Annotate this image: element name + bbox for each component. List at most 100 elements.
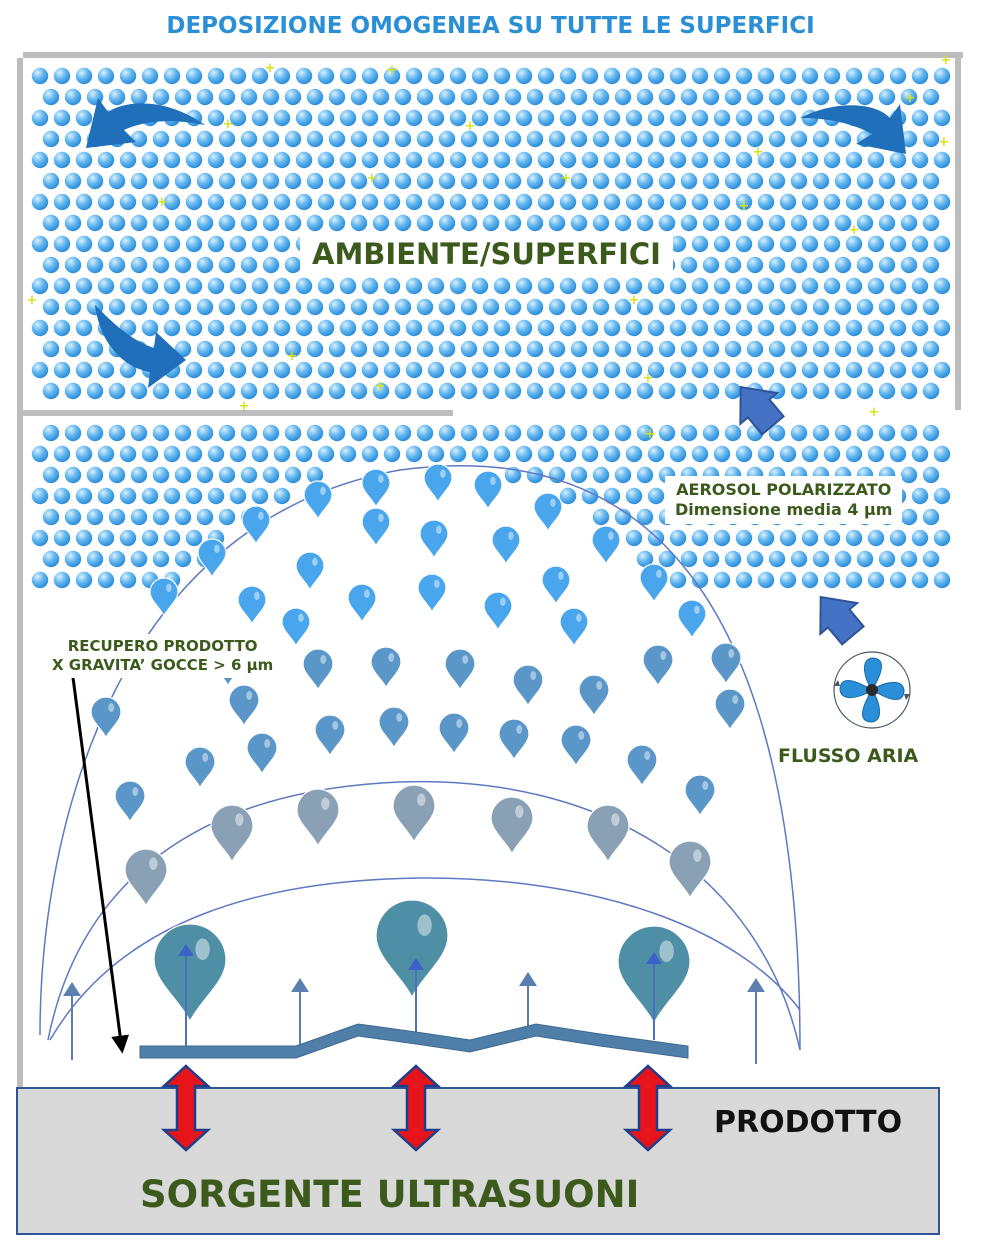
aerosol-particle <box>867 151 885 169</box>
aerosol-particle <box>64 382 82 400</box>
aerosol-particle <box>174 424 192 442</box>
aerosol-particle <box>196 382 214 400</box>
aerosol-particle <box>416 382 434 400</box>
aerosol-particle <box>570 424 588 442</box>
aerosol-particle <box>878 382 896 400</box>
aerosol-particle <box>856 382 874 400</box>
aerosol-particle <box>141 193 159 211</box>
aerosol-particle <box>735 193 753 211</box>
aerosol-particle <box>713 151 731 169</box>
aerosol-particle <box>218 508 236 526</box>
aerosol-particle <box>933 361 951 379</box>
aerosol-particle <box>889 193 907 211</box>
aerosol-particle <box>680 88 698 106</box>
aerosol-particle <box>108 466 126 484</box>
aerosol-particle <box>75 445 93 463</box>
aerosol-particle <box>416 424 434 442</box>
aerosol-particle <box>295 67 313 85</box>
aerosol-particle <box>878 424 896 442</box>
aerosol-particle <box>735 445 753 463</box>
aerosol-particle <box>295 361 313 379</box>
aerosol-particle <box>900 172 918 190</box>
aerosol-particle <box>42 508 60 526</box>
aerosol-particle <box>933 151 951 169</box>
aerosol-particle <box>669 571 687 589</box>
aerosol-particle <box>735 319 753 337</box>
aerosol-particle <box>185 151 203 169</box>
aerosol-particle <box>405 193 423 211</box>
aerosol-particle <box>64 424 82 442</box>
aerosol-particle <box>119 445 137 463</box>
aerosol-particle <box>471 361 489 379</box>
aerosol-particle <box>493 319 511 337</box>
aerosol-particle <box>911 529 929 547</box>
aerosol-particle <box>108 508 126 526</box>
aerosol-particle <box>251 361 269 379</box>
aerosol-particle <box>273 109 291 127</box>
aerosol-particle <box>86 256 104 274</box>
aerosol-particle <box>251 235 269 253</box>
aerosol-particle <box>559 445 577 463</box>
aerosol-particle <box>317 67 335 85</box>
aerosol-particle <box>867 235 885 253</box>
aerosol-particle <box>757 109 775 127</box>
aerosol-particle <box>97 277 115 295</box>
plus-sign: + <box>869 405 880 420</box>
aerosol-particle <box>724 88 742 106</box>
aerosol-particle <box>130 172 148 190</box>
aerosol-particle <box>889 529 907 547</box>
aerosol-particle <box>394 88 412 106</box>
aerosol-particle <box>592 340 610 358</box>
plus-sign: + <box>941 53 952 68</box>
aerosol-particle <box>636 172 654 190</box>
upward-arrow <box>747 978 765 1064</box>
aerosol-particle <box>163 67 181 85</box>
aerosol-particle <box>922 172 940 190</box>
aerosol-particle <box>658 214 676 232</box>
aerosol-particle <box>174 214 192 232</box>
aerosol-particle <box>856 424 874 442</box>
aerosol-particle <box>449 193 467 211</box>
aerosol-particle <box>691 571 709 589</box>
aerosol-particle <box>845 445 863 463</box>
plus-sign: + <box>645 427 656 442</box>
aerosol-particle <box>53 67 71 85</box>
aerosol-particle <box>163 151 181 169</box>
aerosol-particle <box>130 298 148 316</box>
aerosol-particle <box>812 172 830 190</box>
aerosol-particle <box>746 130 764 148</box>
aerosol-particle <box>592 172 610 190</box>
aerosol-label-line1: AEROSOL POLARIZZATO <box>676 480 892 499</box>
aerosol-particle <box>625 319 643 337</box>
aerosol-particle <box>262 130 280 148</box>
aerosol-particle <box>537 151 555 169</box>
aerosol-particle <box>207 445 225 463</box>
aerosol-particle <box>559 487 577 505</box>
aerosol-particle <box>592 298 610 316</box>
aerosol-particle <box>691 67 709 85</box>
aerosol-particle <box>724 256 742 274</box>
aerosol-particle <box>526 130 544 148</box>
droplet <box>668 840 712 900</box>
aerosol-particle <box>493 109 511 127</box>
aerosol-particle <box>691 529 709 547</box>
aerosol-particle <box>185 445 203 463</box>
aerosol-particle <box>757 319 775 337</box>
aerosol-particle <box>152 466 170 484</box>
aerosol-particle <box>416 172 434 190</box>
aerosol-particle <box>141 445 159 463</box>
aerosol-particle <box>152 550 170 568</box>
arrow-up-right-icon <box>819 595 865 646</box>
aerosol-particle <box>735 571 753 589</box>
aerosol-particle <box>691 319 709 337</box>
aerosol-particle <box>31 277 49 295</box>
aerosol-particle <box>614 382 632 400</box>
aerosol-particle <box>702 298 720 316</box>
aerosol-particle <box>75 151 93 169</box>
aerosol-particle <box>570 172 588 190</box>
aerosol-particle <box>130 130 148 148</box>
aerosol-particle <box>438 130 456 148</box>
aerosol-particle <box>328 382 346 400</box>
aerosol-particle <box>361 277 379 295</box>
aerosol-particle <box>471 445 489 463</box>
